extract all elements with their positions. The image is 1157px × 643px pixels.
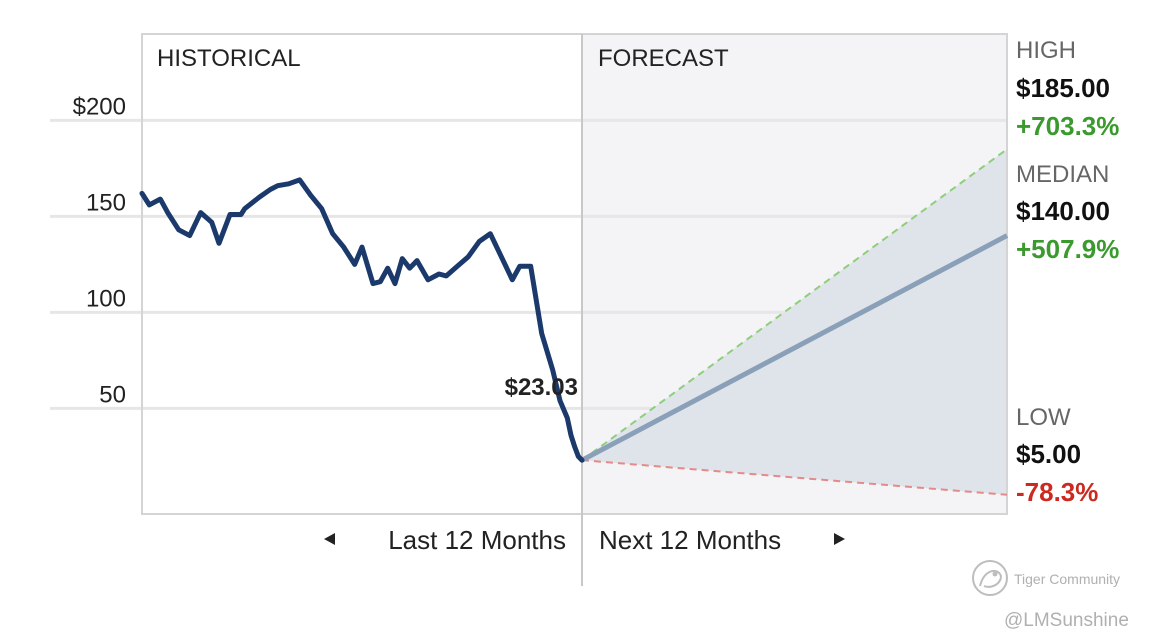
high-label: HIGH	[1016, 37, 1076, 64]
high-value: $185.00	[1016, 73, 1110, 103]
y-tick-label: $200	[73, 93, 126, 120]
median-value: $140.00	[1016, 196, 1110, 226]
y-tick-label: 50	[99, 381, 126, 408]
historical-points	[141, 179, 583, 461]
y-axis-ticks: $200 150 100 50	[73, 93, 126, 408]
next-12-months-label: Next 12 Months	[599, 525, 781, 555]
last-12-months-label: Last 12 Months	[388, 525, 566, 555]
median-change: +507.9%	[1016, 234, 1119, 264]
watermark-handle: @LMSunshine	[1004, 610, 1129, 631]
high-change: +703.3%	[1016, 111, 1119, 141]
historical-heading: HISTORICAL	[157, 45, 301, 72]
y-tick-label: 150	[86, 189, 126, 216]
forecast-range-band	[582, 149, 1007, 495]
right-arrow-icon	[834, 533, 845, 545]
current-price-label: $23.03	[505, 374, 578, 401]
historical-price-line	[139, 177, 585, 463]
low-value: $5.00	[1016, 439, 1081, 469]
low-label: LOW	[1016, 404, 1071, 431]
low-change: -78.3%	[1016, 477, 1098, 507]
high-forecast-line	[581, 148, 1008, 461]
median-label: MEDIAN	[1016, 161, 1109, 188]
median-forecast-line	[580, 233, 1009, 463]
forecast-heading: FORECAST	[598, 45, 729, 72]
plot-frame	[141, 33, 1008, 515]
y-tick-label: 100	[86, 285, 126, 312]
left-arrow-icon	[324, 533, 335, 545]
watermark-brand: Tiger Community	[1014, 571, 1120, 587]
tiger-community-logo	[972, 560, 1008, 596]
